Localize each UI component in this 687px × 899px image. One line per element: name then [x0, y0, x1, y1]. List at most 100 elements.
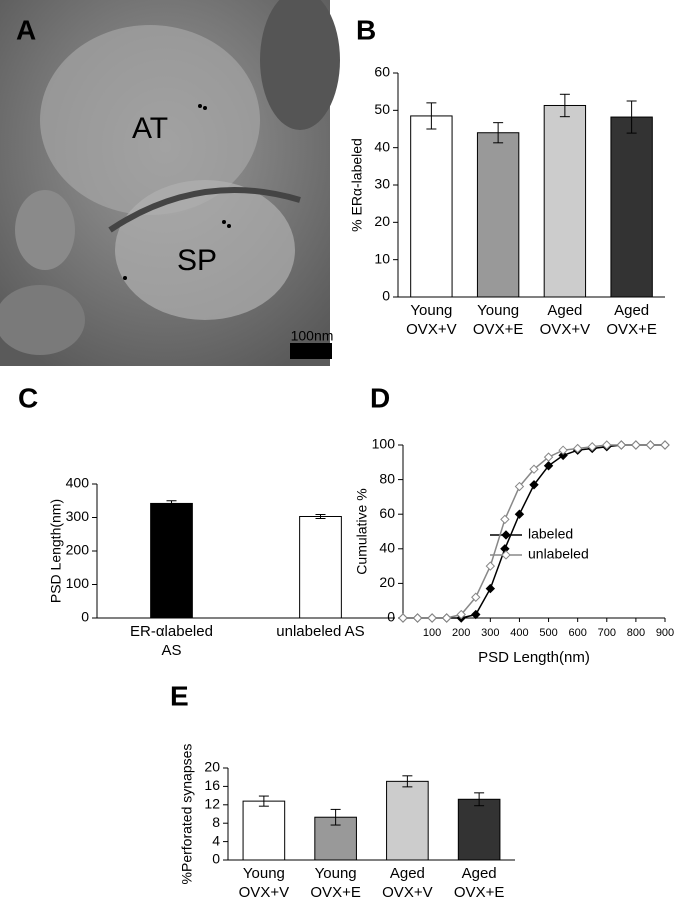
marker	[514, 481, 525, 492]
x-tick-label-line: Young	[315, 865, 357, 882]
marker	[558, 450, 568, 461]
x-tick-label: unlabeled AS	[276, 623, 364, 640]
marker	[543, 452, 554, 462]
x-tick-label: 400	[510, 627, 528, 639]
x-tick-label-line: Aged	[547, 302, 582, 319]
y-tick-label: 0	[81, 609, 89, 625]
panel-label: D	[370, 382, 390, 413]
y-tick-label: 12	[204, 796, 220, 812]
y-tick-label: 20	[374, 213, 390, 229]
marker	[398, 613, 408, 623]
marker	[660, 440, 670, 450]
x-tick-label-line: Young	[410, 302, 452, 319]
x-tick-label: 700	[598, 627, 616, 639]
bar	[610, 116, 653, 298]
x-tick-label: 600	[568, 627, 586, 639]
scale-bar-label: 100nm	[291, 328, 334, 344]
y-tick-label: 16	[204, 777, 220, 793]
y-tick-label: 400	[66, 475, 90, 491]
y-tick-label: 0	[382, 288, 390, 304]
x-tick-label-line: OVX+V	[382, 884, 432, 899]
x-tick-label-line: OVX+V	[239, 884, 289, 899]
bar	[410, 115, 453, 298]
x-tick-label-line: Young	[477, 302, 519, 319]
x-tick-label: Aged OVX+E	[454, 865, 504, 899]
y-tick-label: 8	[212, 814, 220, 830]
marker	[471, 592, 481, 602]
y-tick-label: 30	[374, 176, 390, 192]
y-tick-label: 80	[379, 470, 395, 486]
bar	[543, 104, 587, 298]
x-tick-label-line: Aged	[462, 865, 497, 882]
y-axis-label: % ERα-labeled	[349, 138, 365, 232]
marker	[500, 514, 510, 525]
x-tick-label: Young OVX+V	[239, 865, 289, 899]
micrograph	[0, 0, 340, 366]
marker	[427, 613, 437, 623]
x-tick-label: 100	[423, 627, 441, 639]
x-tick-label: Aged OVX+V	[382, 865, 432, 899]
panel-label: E	[170, 680, 189, 711]
micrograph-label: AT	[132, 112, 168, 145]
marker	[645, 440, 656, 450]
marker	[602, 440, 612, 450]
y-tick-label: 100	[372, 436, 396, 452]
bar	[386, 780, 429, 861]
y-tick-label: 50	[374, 101, 390, 117]
panel-label: C	[18, 382, 38, 413]
x-tick-label-line: Aged	[390, 865, 425, 882]
x-tick-label-line: unlabeled AS	[276, 623, 364, 640]
x-tick-label-line: OVX+V	[406, 321, 456, 338]
marker	[587, 442, 597, 452]
legend-label: unlabeled	[528, 546, 589, 562]
marker	[412, 613, 423, 623]
y-tick-label: 40	[374, 138, 390, 154]
marker	[529, 464, 539, 474]
marker	[529, 480, 539, 490]
y-tick-label: 0	[212, 851, 220, 867]
x-tick-label: 800	[627, 627, 645, 639]
marker	[485, 583, 496, 594]
x-axis-label: PSD Length(nm)	[478, 649, 590, 666]
y-tick-label: 0	[387, 609, 395, 625]
y-axis-label: Cumulative %	[354, 488, 370, 574]
bar	[242, 800, 286, 861]
x-tick-label-line: AS	[161, 642, 181, 659]
y-tick-label: 60	[379, 505, 395, 521]
panel-label: A	[16, 14, 36, 45]
bar	[476, 132, 520, 298]
y-tick-label: 100	[66, 575, 90, 591]
x-tick-label: 200	[452, 627, 470, 639]
marker	[514, 509, 525, 519]
x-tick-label-line: OVX+E	[310, 884, 360, 899]
x-tick-label: Aged OVX+V	[540, 302, 590, 338]
y-tick-label: 200	[66, 542, 90, 558]
micrograph-label: SP	[177, 244, 217, 277]
marker	[616, 440, 627, 450]
marker	[631, 440, 641, 450]
x-tick-label: 300	[481, 627, 499, 639]
x-tick-label: Young OVX+V	[406, 302, 456, 338]
y-tick-label: 10	[374, 250, 390, 266]
x-tick-label: Aged OVX+E	[606, 302, 656, 338]
bar	[150, 502, 193, 619]
legend-label: labeled	[528, 526, 573, 542]
marker	[471, 609, 481, 620]
marker	[543, 461, 554, 471]
x-tick-label: Young OVX+E	[310, 865, 360, 899]
y-tick-label: 20	[379, 574, 395, 590]
x-tick-label-line: OVX+E	[606, 321, 656, 338]
marker	[441, 613, 452, 623]
y-tick-label: 60	[374, 64, 390, 80]
panel-label: B	[356, 14, 376, 45]
x-tick-label: ER-αlabeled AS	[130, 623, 213, 659]
x-tick-label-line: Young	[243, 865, 285, 882]
marker	[485, 561, 496, 571]
x-tick-label-line: OVX+E	[454, 884, 504, 899]
y-tick-label: 300	[66, 508, 90, 524]
marker	[572, 443, 583, 454]
x-tick-label: 900	[656, 627, 674, 639]
x-tick-label-line: ER-αlabeled	[130, 623, 213, 640]
legend-marker	[501, 550, 511, 560]
